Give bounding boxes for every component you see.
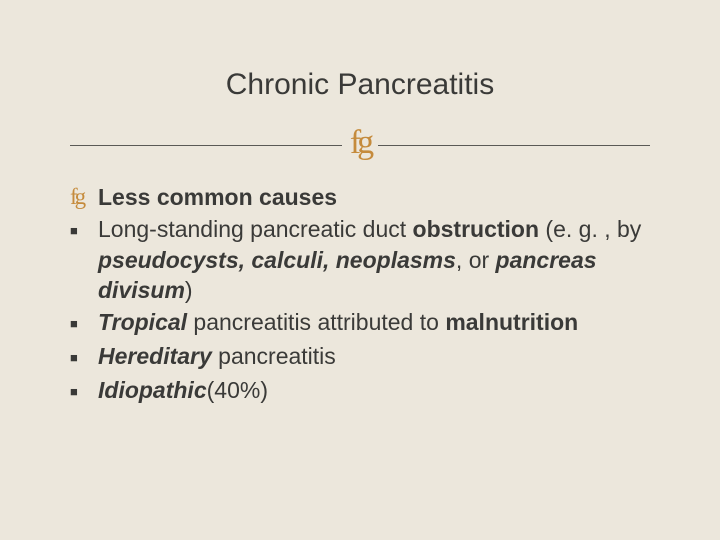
slide-title: Chronic Pancreatitis — [70, 68, 650, 102]
list-item: ■ Hereditary pancreatitis — [70, 341, 650, 373]
divider-line-left — [70, 145, 342, 146]
square-bullet-icon: ■ — [70, 214, 98, 305]
list-item: ■ Long-standing pancreatic duct obstruct… — [70, 214, 650, 305]
divider: fg — [70, 128, 650, 162]
list-item: ■ Idiopathic(40%) — [70, 375, 650, 407]
content: fg Less common causes ■ Long-standing pa… — [70, 182, 650, 406]
square-bullet-icon: ■ — [70, 341, 98, 373]
item-4-text: Idiopathic(40%) — [98, 375, 650, 407]
item-3-text: Hereditary pancreatitis — [98, 341, 650, 373]
list-item: ■ Tropical pancreatitis attributed to ma… — [70, 307, 650, 339]
square-bullet-icon: ■ — [70, 375, 98, 407]
heading-row: fg Less common causes — [70, 182, 650, 212]
divider-line-right — [378, 145, 650, 146]
item-2-text: Tropical pancreatitis attributed to maln… — [98, 307, 650, 339]
slide: Chronic Pancreatitis fg fg Less common c… — [0, 0, 720, 540]
flourish-bullet-icon: fg — [70, 182, 98, 212]
heading-text: Less common causes — [98, 182, 650, 212]
flourish-icon: fg — [342, 126, 378, 160]
square-bullet-icon: ■ — [70, 307, 98, 339]
item-1-text: Long-standing pancreatic duct obstructio… — [98, 214, 650, 305]
